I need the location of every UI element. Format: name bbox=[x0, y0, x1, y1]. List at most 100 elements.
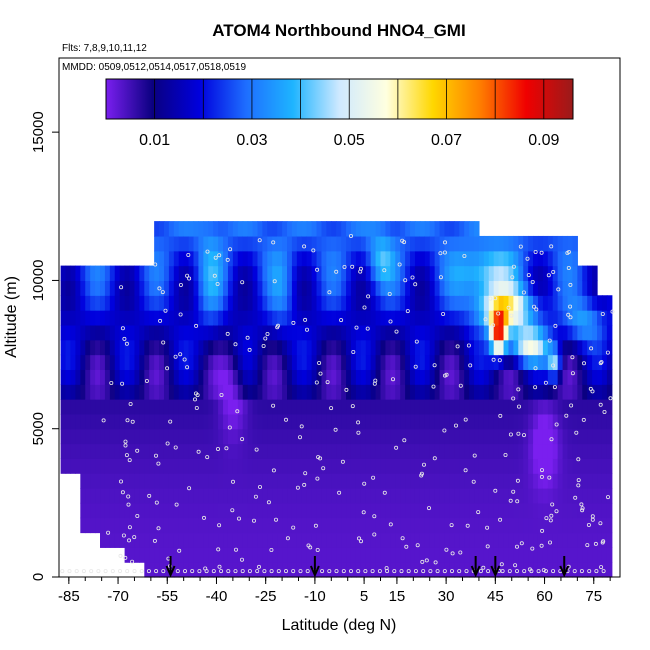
heatmap-cell bbox=[346, 295, 352, 311]
heatmap-cell bbox=[296, 532, 303, 548]
heatmap-cell bbox=[523, 399, 529, 415]
sample-point bbox=[217, 564, 222, 569]
sample-point bbox=[156, 526, 161, 531]
heatmap-cell bbox=[350, 488, 357, 504]
heatmap-cell bbox=[252, 562, 259, 578]
sample-point bbox=[610, 309, 615, 314]
heatmap-cell bbox=[405, 458, 411, 474]
heatmap-cell bbox=[257, 473, 263, 489]
heatmap-cell bbox=[493, 280, 500, 296]
heatmap-cell bbox=[341, 399, 347, 415]
heatmap-cell bbox=[478, 443, 485, 459]
heatmap-cell bbox=[469, 250, 475, 267]
sample-point bbox=[362, 481, 367, 486]
sample-point bbox=[174, 502, 179, 507]
heatmap-cell bbox=[562, 339, 569, 356]
heatmap-cell bbox=[493, 473, 500, 489]
heatmap-cell bbox=[321, 428, 327, 445]
sample-point bbox=[608, 396, 613, 401]
heatmap-cell bbox=[414, 562, 421, 578]
heatmap-cell bbox=[365, 399, 372, 415]
sample-point bbox=[275, 325, 280, 330]
heatmap-cell bbox=[449, 250, 455, 267]
sample-point bbox=[304, 327, 309, 332]
heatmap-cell bbox=[410, 502, 416, 519]
heatmap-cell bbox=[282, 428, 288, 445]
heatmap-cell bbox=[311, 339, 318, 356]
heatmap-cell bbox=[464, 443, 470, 459]
heatmap-cell bbox=[577, 399, 583, 415]
heatmap-cell bbox=[434, 473, 441, 489]
heatmap-cell bbox=[346, 488, 352, 504]
heatmap-cell bbox=[163, 413, 170, 430]
heatmap-cell bbox=[144, 339, 150, 356]
heatmap-cell bbox=[163, 295, 170, 311]
heatmap-cell bbox=[306, 473, 313, 489]
heatmap-cell bbox=[533, 280, 539, 296]
heatmap-cell bbox=[326, 384, 332, 400]
heatmap-cell bbox=[424, 547, 431, 563]
heatmap-cell bbox=[365, 324, 372, 341]
heatmap-cell bbox=[533, 324, 539, 341]
heatmap-cell bbox=[557, 384, 564, 400]
heatmap-cell bbox=[306, 295, 313, 311]
heatmap-cell bbox=[365, 339, 372, 356]
heatmap-cell bbox=[311, 310, 318, 326]
heatmap-cell bbox=[370, 339, 377, 356]
heatmap-cell bbox=[375, 235, 382, 252]
sample-point bbox=[327, 569, 332, 574]
heatmap-cell bbox=[124, 369, 131, 385]
heatmap-cell bbox=[444, 339, 450, 356]
sample-point bbox=[579, 502, 584, 507]
heatmap-cell bbox=[282, 235, 288, 252]
heatmap-cell bbox=[508, 413, 514, 430]
heatmap-cell bbox=[429, 280, 436, 296]
heatmap-cell bbox=[483, 250, 490, 267]
heatmap-cell bbox=[272, 295, 278, 311]
sample-point bbox=[204, 569, 209, 574]
heatmap-cell bbox=[414, 488, 421, 504]
heatmap-cell bbox=[163, 428, 170, 445]
sample-point bbox=[546, 273, 551, 278]
heatmap-cell bbox=[365, 265, 372, 282]
heatmap-cell bbox=[587, 488, 593, 504]
heatmap-cell bbox=[488, 280, 495, 296]
heatmap-cell bbox=[178, 443, 185, 459]
heatmap-cell bbox=[498, 339, 505, 356]
heatmap-cell bbox=[592, 502, 598, 519]
heatmap-cell bbox=[296, 458, 303, 474]
heatmap-cell bbox=[154, 428, 160, 445]
heatmap-cell bbox=[321, 458, 327, 474]
heatmap-cell bbox=[444, 221, 450, 237]
heatmap-cell bbox=[483, 369, 490, 385]
heatmap-cell bbox=[380, 413, 387, 430]
heatmap-cell bbox=[606, 384, 613, 400]
heatmap-cell bbox=[124, 280, 131, 296]
heatmap-cell bbox=[336, 413, 342, 430]
heatmap-cell bbox=[163, 443, 170, 459]
x-tick-label: -25 bbox=[255, 588, 277, 605]
heatmap-cell bbox=[365, 369, 372, 385]
heatmap-cell bbox=[331, 280, 337, 296]
y-tick-label: 10000 bbox=[30, 260, 47, 302]
heatmap-cell bbox=[523, 562, 529, 578]
heatmap-cell bbox=[582, 280, 588, 296]
heatmap-cell bbox=[80, 295, 86, 311]
heatmap-cell bbox=[316, 517, 323, 534]
heatmap-cell bbox=[100, 458, 106, 474]
heatmap-cell bbox=[508, 235, 514, 252]
heatmap-cell bbox=[85, 354, 91, 370]
heatmap-cell bbox=[252, 369, 259, 385]
heatmap-cell bbox=[336, 280, 342, 296]
sample-point bbox=[178, 352, 183, 357]
heatmap-cell bbox=[419, 295, 426, 311]
heatmap-cell bbox=[508, 339, 514, 356]
heatmap-cell bbox=[154, 339, 160, 356]
heatmap-cell bbox=[178, 517, 185, 534]
sample-point bbox=[478, 569, 483, 574]
heatmap-cell bbox=[173, 235, 180, 252]
heatmap-cell bbox=[597, 369, 603, 385]
heatmap-cell bbox=[365, 488, 372, 504]
heatmap-cell bbox=[459, 517, 465, 534]
heatmap-cell bbox=[198, 310, 204, 326]
